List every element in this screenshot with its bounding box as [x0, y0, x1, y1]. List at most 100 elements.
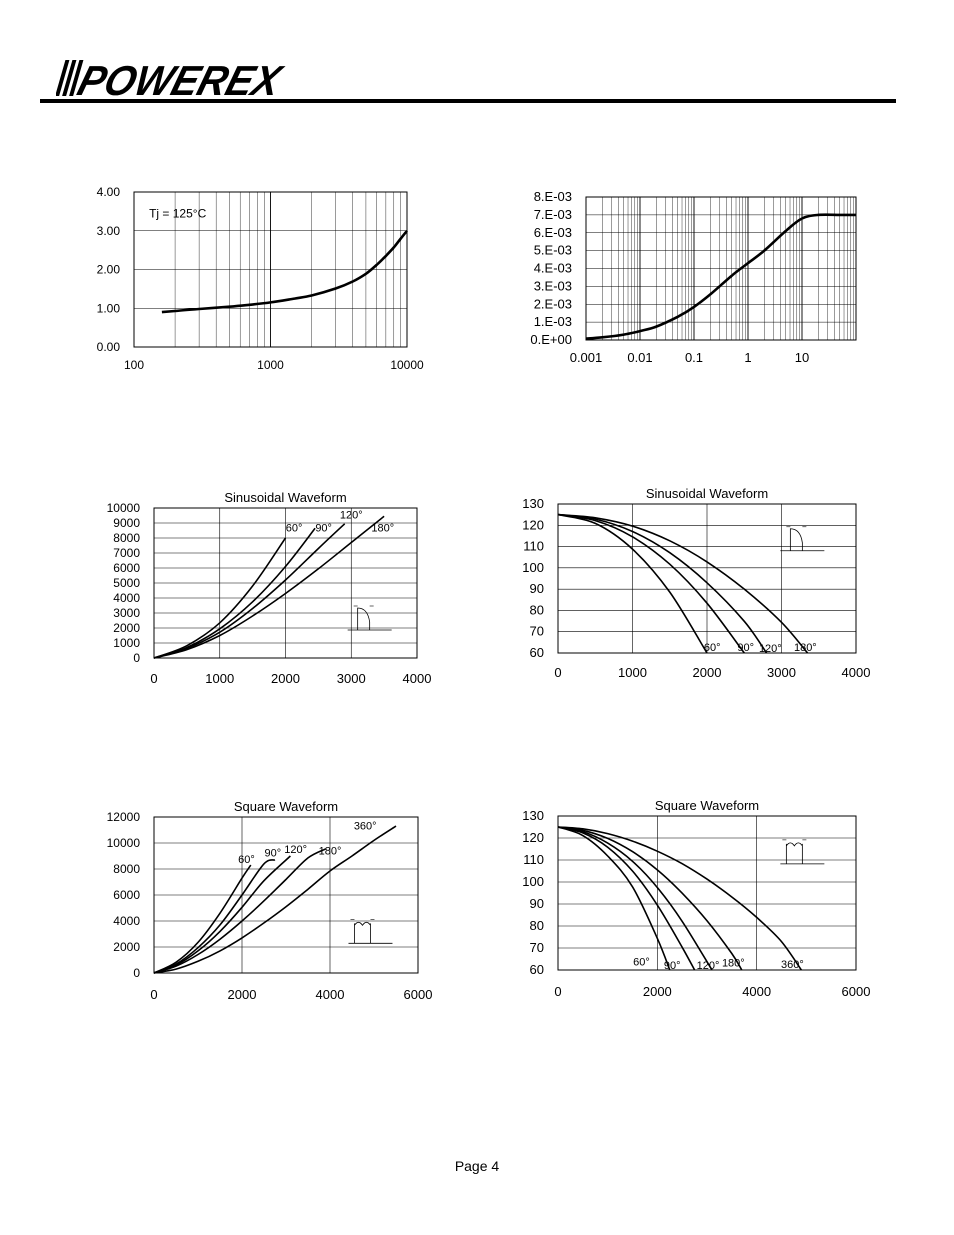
y-tick-label: 9000 — [113, 516, 140, 530]
series-label: 60° — [238, 854, 255, 866]
y-tick-label: 3.00 — [97, 224, 121, 238]
series-label: 180° — [794, 642, 817, 654]
series-label: 120° — [759, 643, 782, 655]
grid — [153, 507, 418, 659]
y-tick-label: 1.E-03 — [534, 314, 572, 329]
series-label: 120° — [340, 510, 363, 522]
y-tick-label: 1000 — [113, 636, 140, 650]
series-line-90deg — [153, 527, 316, 659]
y-tick-label: 90 — [530, 896, 544, 911]
chart-5: 0 2000 4000 6000 8000 10000 12000 0 2000 4000 6000… — [107, 799, 433, 1002]
y-tick-label: 0.00 — [97, 340, 121, 354]
half-sine-conduction-icon — [780, 526, 825, 552]
header-rule — [40, 99, 896, 103]
y-tick-label: 60 — [530, 962, 544, 977]
x-tick-label: 0 — [150, 671, 157, 686]
series-line-180deg — [557, 513, 809, 654]
x-tick-label: 4000 — [316, 987, 345, 1002]
y-tick-label: 1.00 — [97, 301, 121, 315]
x-tick-label: 0.1 — [685, 350, 703, 365]
x-tick-label: 2000 — [643, 984, 672, 999]
x-tick-label: 3000 — [337, 671, 366, 686]
x-tick-label: 6000 — [842, 984, 871, 999]
series-label: 90° — [264, 848, 281, 860]
x-tick-label: 1000 — [257, 358, 284, 372]
chart-title: Sinusoidal Waveform — [224, 490, 346, 505]
series-label: 90° — [737, 642, 754, 654]
series-line-90deg — [557, 513, 745, 654]
y-tick-label: 2000 — [113, 621, 140, 635]
y-tick-label: 10000 — [107, 501, 141, 515]
chart-2: 0.E+00 1.E-03 2.E-03 3.E-03 4.E-03 5.E-03 6.E-… — [530, 189, 857, 365]
x-tick-label: 0.01 — [627, 350, 652, 365]
x-tick-label: 4000 — [742, 984, 771, 999]
chart-annotation: Tj = 125°C — [149, 206, 206, 220]
x-tick-label: 1000 — [205, 671, 234, 686]
page-header: POWEREX — [0, 0, 954, 110]
series-line-60deg — [557, 513, 708, 654]
x-tick-label: 2000 — [228, 987, 257, 1002]
page-number: Page 4 — [454, 1158, 500, 1174]
y-tick-label: 7000 — [113, 546, 140, 560]
y-tick-label: 4000 — [113, 591, 140, 605]
y-tick-label: 90 — [530, 581, 544, 596]
chart-4: 60 70 80 90 100 110 120 130 0 1000 2000 3000 4000 Sin… — [522, 486, 871, 680]
x-tick-label: 2000 — [693, 665, 722, 680]
y-tick-label: 110 — [523, 539, 544, 554]
y-tick-label: 100 — [522, 560, 544, 575]
y-tick-label: 100 — [522, 874, 544, 889]
series-label: 90° — [315, 522, 332, 534]
y-tick-label: 8.E-03 — [534, 189, 572, 204]
y-tick-label: 7.E-03 — [534, 207, 572, 222]
y-tick-label: 10000 — [107, 836, 141, 850]
chart-title: Square Waveform — [655, 798, 759, 813]
y-tick-label: 6000 — [113, 888, 140, 902]
x-tick-label: 0 — [554, 665, 561, 680]
y-tick-label: 5.E-03 — [534, 243, 572, 258]
y-tick-label: 3000 — [113, 606, 140, 620]
series-line-180deg — [153, 848, 326, 974]
series-line-60deg — [557, 826, 671, 971]
series-line — [161, 229, 408, 314]
series-line-120deg — [557, 826, 713, 971]
y-tick-label: 0.E+00 — [530, 332, 572, 347]
series-label: 120° — [697, 960, 720, 972]
square-pulse-conduction-icon — [348, 919, 393, 944]
y-tick-label: 110 — [523, 852, 544, 867]
x-tick-label: 2000 — [271, 671, 300, 686]
grid — [153, 816, 419, 974]
y-tick-label: 120 — [522, 830, 544, 845]
x-tick-label: 10000 — [390, 358, 424, 372]
y-tick-label: 0 — [133, 966, 140, 980]
y-tick-label: 6.E-03 — [534, 225, 572, 240]
y-tick-label: 70 — [530, 940, 544, 955]
chart-1: 0.00 1.00 2.00 3.00 4.00 100 1000 10000 Tj = 125… — [97, 185, 424, 372]
y-tick-label: 2.E-03 — [534, 296, 572, 311]
x-tick-label: 1000 — [618, 665, 647, 680]
x-tick-label: 4000 — [842, 665, 871, 680]
y-tick-label: 2.00 — [97, 263, 121, 277]
grid — [133, 191, 408, 348]
series-line-120deg — [153, 523, 346, 659]
series-label: 180° — [371, 522, 394, 534]
x-tick-label: 4000 — [403, 671, 432, 686]
y-tick-label: 130 — [522, 496, 544, 511]
series-label: 120° — [284, 844, 307, 856]
series-line-90deg — [153, 859, 276, 974]
y-tick-label: 4000 — [113, 914, 140, 928]
square-pulse-conduction-icon — [780, 839, 825, 865]
y-tick-label: 130 — [522, 808, 544, 823]
series-label: 90° — [664, 960, 681, 972]
series-label: 180° — [722, 958, 745, 970]
x-tick-label: 3000 — [767, 665, 796, 680]
y-tick-label: 80 — [530, 918, 544, 933]
y-tick-label: 8000 — [113, 531, 140, 545]
x-tick-label: 10 — [795, 350, 809, 365]
series-line-60deg — [153, 864, 252, 974]
series-line-360deg — [557, 826, 803, 971]
series-line-180deg — [153, 515, 385, 659]
y-tick-label: 60 — [530, 645, 544, 660]
y-tick-label: 0 — [133, 651, 140, 665]
y-tick-label: 12000 — [107, 810, 141, 824]
series-line — [585, 213, 856, 340]
